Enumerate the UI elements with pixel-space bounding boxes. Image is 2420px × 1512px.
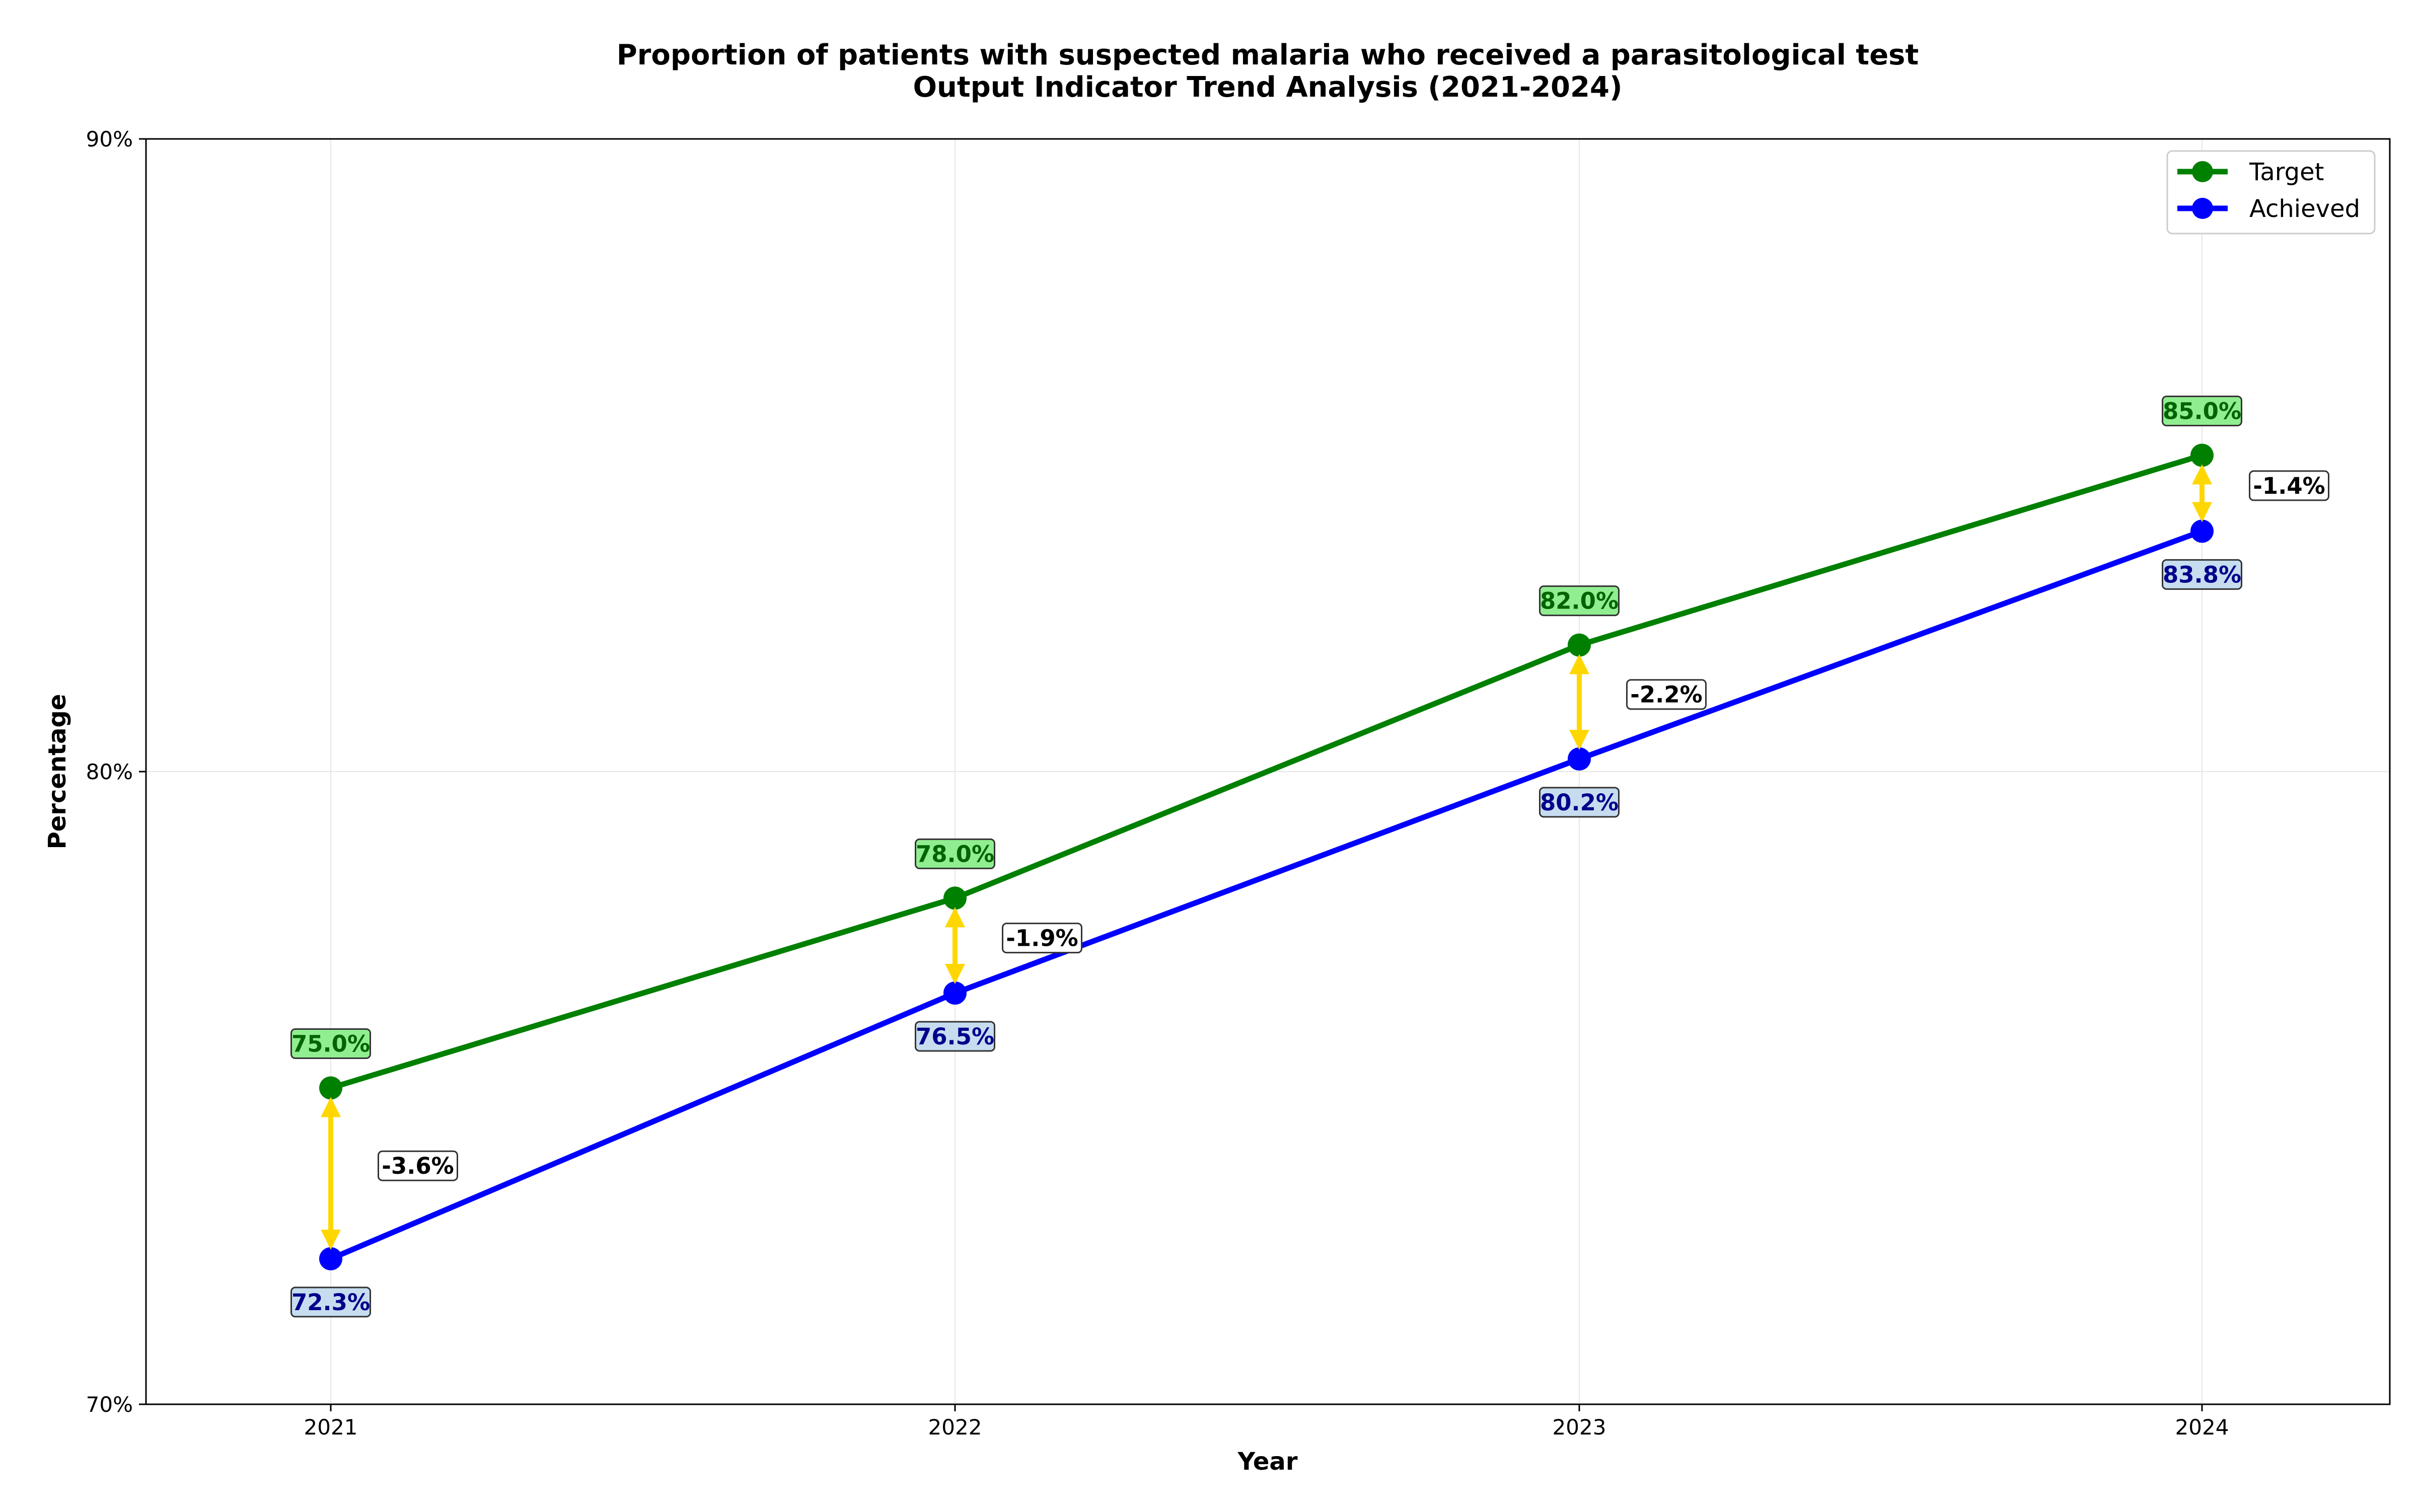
y-tick-label: 80%: [86, 760, 133, 784]
data-point-target: [2190, 443, 2214, 467]
chart-title: Proportion of patients with suspected ma…: [617, 39, 1919, 71]
gap-label: -3.6%: [378, 1150, 458, 1181]
target-value-label-text: 85.0%: [2163, 398, 2241, 425]
gap-label-box: [1626, 679, 1707, 710]
target-value-label-box: [915, 838, 995, 869]
target-value-label: 75.0%: [290, 1028, 371, 1059]
achieved-value-label: 72.3%: [290, 1287, 371, 1318]
gap-label-text: -2.2%: [1630, 682, 1702, 708]
achieved-value-label-box: [1539, 787, 1620, 818]
achieved-value-label-box: [915, 1021, 995, 1052]
axes: 2021 2022 2023 2024 70% 80% 90%: [86, 127, 2229, 1440]
plot-frame: [145, 138, 2391, 1405]
x-tick-label: 2024: [2175, 1415, 2229, 1440]
gap-label-text: -3.6%: [382, 1153, 454, 1179]
gap-label-box: [2249, 470, 2329, 501]
achieved-value-label: 80.2%: [1539, 787, 1620, 818]
data-point-target: [319, 1076, 342, 1100]
achieved-value-label-text: 72.3%: [291, 1289, 370, 1316]
achieved-value-label-text: 76.5%: [916, 1023, 994, 1050]
achieved-value-label-box: [2162, 559, 2242, 590]
x-tick-label: 2023: [1553, 1415, 1606, 1440]
target-value-label-text: 78.0%: [916, 841, 994, 867]
series-line-achieved: [329, 528, 2203, 1261]
data-point-achieved: [319, 1247, 342, 1270]
data-point-target: [1568, 633, 1591, 657]
chart-subtitle: Output Indicator Trend Analysis (2021-20…: [913, 71, 1622, 104]
data-labels: 75.0% 78.0% 82.0% 85.0% 72.3% 76.5% 80.2% 83.8%…: [290, 396, 2329, 1318]
gap-label-text: -1.4%: [2253, 473, 2325, 499]
gap-label: -1.4%: [2249, 470, 2329, 501]
legend-target-label: Target: [2249, 158, 2324, 186]
series-line-target: [330, 452, 2203, 1091]
achieved-value-label-text: 80.2%: [1540, 789, 1619, 816]
target-value-label: 85.0%: [2162, 396, 2242, 426]
data-point-achieved: [1568, 747, 1591, 771]
gap-label: -1.9%: [1002, 923, 1082, 954]
gap-arrows: [321, 464, 2212, 1250]
target-value-label-box: [290, 1028, 371, 1059]
x-tick-label: 2021: [304, 1415, 358, 1440]
legend-achieved-label: Achieved: [2249, 195, 2360, 223]
data-point-achieved: [943, 981, 967, 1005]
target-value-label-box: [1539, 585, 1620, 617]
gap-label-box: [378, 1150, 458, 1181]
data-point-achieved: [2190, 519, 2214, 543]
gap-label: -2.2%: [1626, 679, 1707, 710]
target-value-label: 82.0%: [1539, 585, 1620, 617]
achieved-value-label-text: 83.8%: [2163, 561, 2241, 588]
x-axis-label: Year: [1237, 1448, 1298, 1476]
gap-label-text: -1.9%: [1006, 925, 1078, 952]
legend-achieved-marker: [2192, 198, 2213, 219]
target-value-label-box: [2162, 396, 2242, 426]
legend-target-marker: [2192, 161, 2213, 182]
y-tick-label: 90%: [86, 127, 133, 152]
x-tick-label: 2022: [928, 1415, 982, 1440]
data-point-target: [943, 886, 967, 910]
achieved-value-label-box: [290, 1287, 371, 1318]
achieved-value-label: 83.8%: [2162, 559, 2242, 590]
series: [319, 443, 2214, 1270]
y-axis-label: Percentage: [43, 694, 71, 850]
target-value-label-text: 82.0%: [1540, 588, 1619, 615]
y-tick-label: 70%: [86, 1392, 133, 1417]
target-value-label: 78.0%: [915, 838, 995, 869]
target-value-label-text: 75.0%: [291, 1031, 370, 1057]
achieved-value-label: 76.5%: [915, 1021, 995, 1052]
gap-label-box: [1002, 923, 1082, 954]
legend: Target Achieved: [2166, 150, 2376, 235]
